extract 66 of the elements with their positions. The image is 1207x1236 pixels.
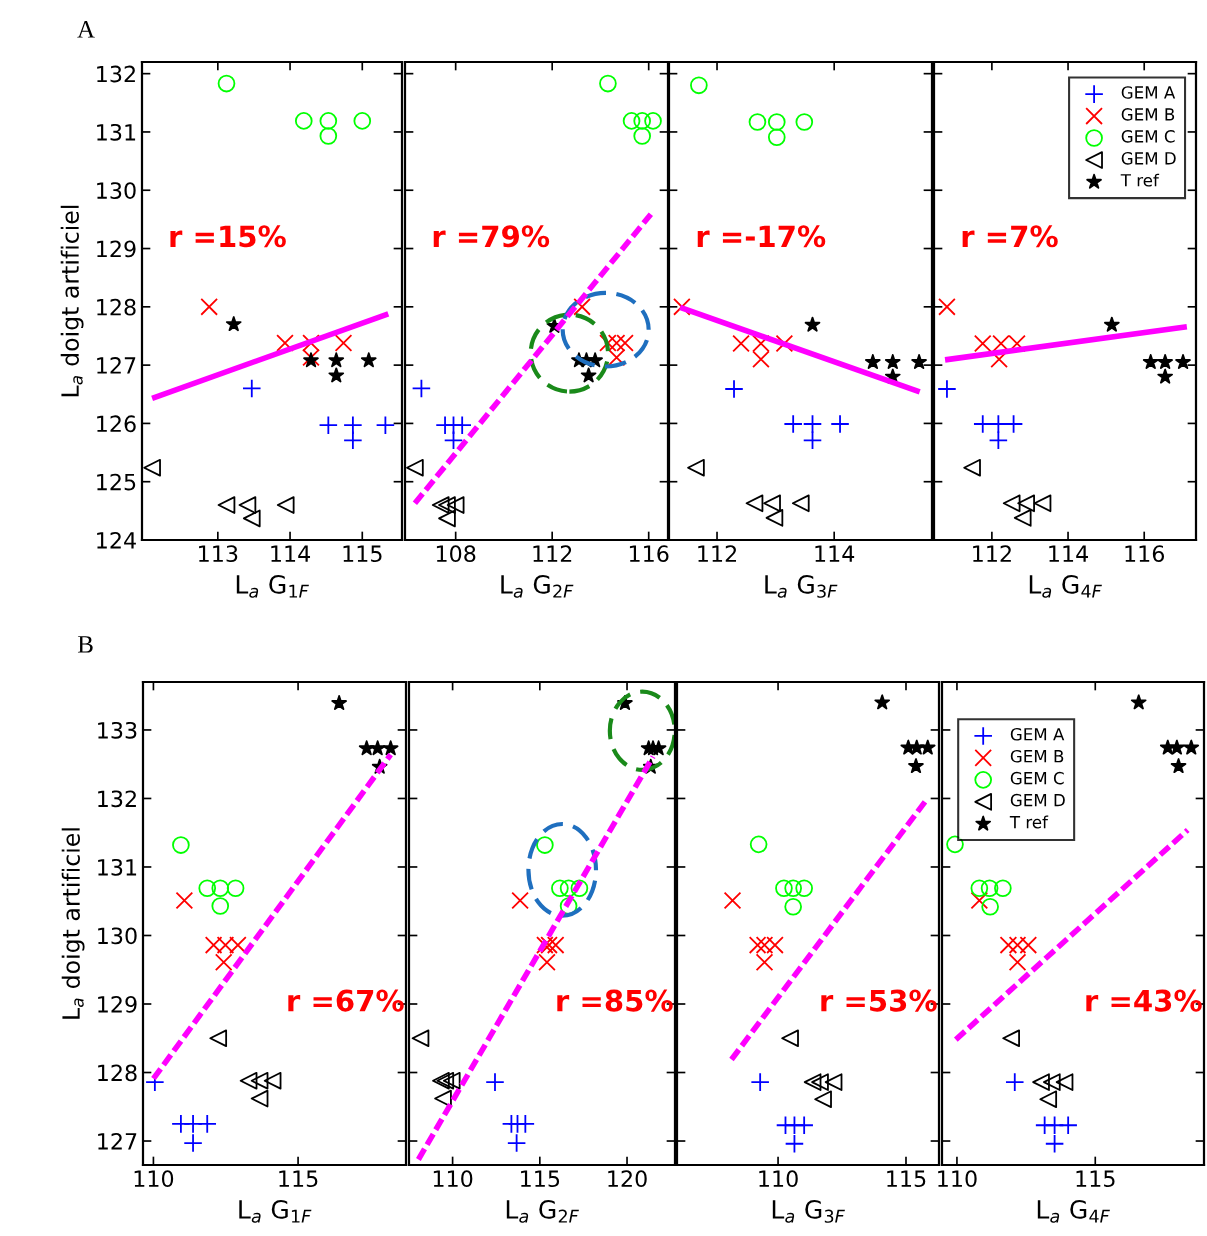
x-tick-label: 115 bbox=[1076, 1170, 1115, 1188]
y-tick-label: 127 bbox=[98, 1132, 137, 1150]
y-tick-label: 132 bbox=[98, 790, 136, 808]
y-tick-label: 126 bbox=[97, 415, 136, 433]
y-axis-title: L$_{a}$ doigt artificiel bbox=[60, 205, 84, 397]
legend-label: GEM B bbox=[1010, 749, 1064, 763]
x-axis-title: L$_{a}$ G$_{3F}$ bbox=[765, 574, 838, 598]
x-axis-title: L$_{a}$ G$_{4F}$ bbox=[1029, 574, 1102, 598]
x-tick-label: 115 bbox=[887, 1170, 926, 1188]
y-tick-label: 132 bbox=[97, 65, 135, 83]
annotation: r =85% bbox=[557, 989, 673, 1012]
y-tick-label: 130 bbox=[97, 182, 136, 199]
annotation: r =67% bbox=[288, 989, 404, 1012]
y-tick-label: 133 bbox=[98, 721, 137, 739]
x-tick-label: 110 bbox=[759, 1170, 798, 1188]
x-tick-label: 116 bbox=[1125, 545, 1165, 563]
y-axis-title: L$_{a}$ doigt artificiel bbox=[61, 828, 85, 1019]
x-tick-label: 108 bbox=[436, 545, 476, 563]
x-axis-title: L$_{a}$ G$_{2F}$ bbox=[506, 1199, 579, 1223]
x-axis-title: L$_{a}$ G$_{1F}$ bbox=[239, 1199, 312, 1223]
x-tick-label: 110 bbox=[433, 1170, 473, 1188]
y-tick-label: 128 bbox=[97, 298, 136, 316]
x-tick-label: 114 bbox=[1049, 545, 1089, 562]
x-tick-label: 115 bbox=[279, 1170, 318, 1188]
y-tick-label: 129 bbox=[98, 995, 137, 1013]
y-tick-label: 128 bbox=[98, 1064, 137, 1082]
x-tick-label: 112 bbox=[973, 545, 1011, 562]
x-tick-label: 112 bbox=[698, 545, 737, 562]
x-tick-label: 116 bbox=[629, 545, 669, 563]
x-tick-label: 115 bbox=[343, 545, 382, 563]
x-tick-label: 115 bbox=[521, 1170, 560, 1188]
annotation: r =7% bbox=[962, 225, 1058, 248]
annotation: r =53% bbox=[821, 989, 937, 1012]
chart-title: B bbox=[77, 636, 93, 653]
x-tick-label: 110 bbox=[134, 1170, 174, 1188]
x-axis-title: L$_{a}$ G$_{4F}$ bbox=[1037, 1199, 1110, 1223]
y-tick-label: 131 bbox=[97, 123, 136, 141]
x-tick-label: 110 bbox=[938, 1170, 977, 1188]
x-tick-label: 114 bbox=[271, 545, 311, 562]
y-tick-label: 129 bbox=[97, 240, 136, 258]
annotation: r =43% bbox=[1086, 989, 1202, 1012]
legend-label: GEM C bbox=[1010, 771, 1064, 785]
x-axis-title: L$_{a}$ G$_{3F}$ bbox=[772, 1199, 845, 1223]
legend-label: T ref bbox=[1009, 815, 1049, 829]
x-axis-title: L$_{a}$ G$_{2F}$ bbox=[501, 574, 574, 598]
annotation: r =15% bbox=[170, 225, 286, 248]
x-tick-label: 114 bbox=[815, 545, 855, 562]
legend-label: T ref bbox=[1120, 173, 1160, 187]
y-tick-label: 124 bbox=[97, 531, 136, 549]
y-tick-label: 131 bbox=[98, 858, 137, 876]
x-tick-label: 112 bbox=[533, 545, 572, 562]
annotation: r =-17% bbox=[697, 225, 826, 248]
legend-label: GEM B bbox=[1121, 108, 1175, 121]
x-tick-label: 120 bbox=[608, 1170, 647, 1188]
y-tick-label: 127 bbox=[97, 357, 136, 374]
x-axis-title: L$_{a}$ G$_{1F}$ bbox=[236, 574, 309, 598]
y-tick-label: 130 bbox=[98, 927, 137, 945]
annotation: r =79% bbox=[433, 225, 550, 248]
legend-label: GEM C bbox=[1121, 130, 1175, 143]
legend-label: GEM D bbox=[1010, 793, 1065, 807]
legend-label: GEM D bbox=[1121, 152, 1176, 165]
y-tick-label: 125 bbox=[97, 473, 136, 491]
legend-label: GEM A bbox=[1121, 86, 1176, 99]
x-tick-label: 113 bbox=[199, 545, 238, 563]
legend-label: GEM A bbox=[1010, 727, 1065, 741]
chart-title: A bbox=[77, 21, 95, 38]
